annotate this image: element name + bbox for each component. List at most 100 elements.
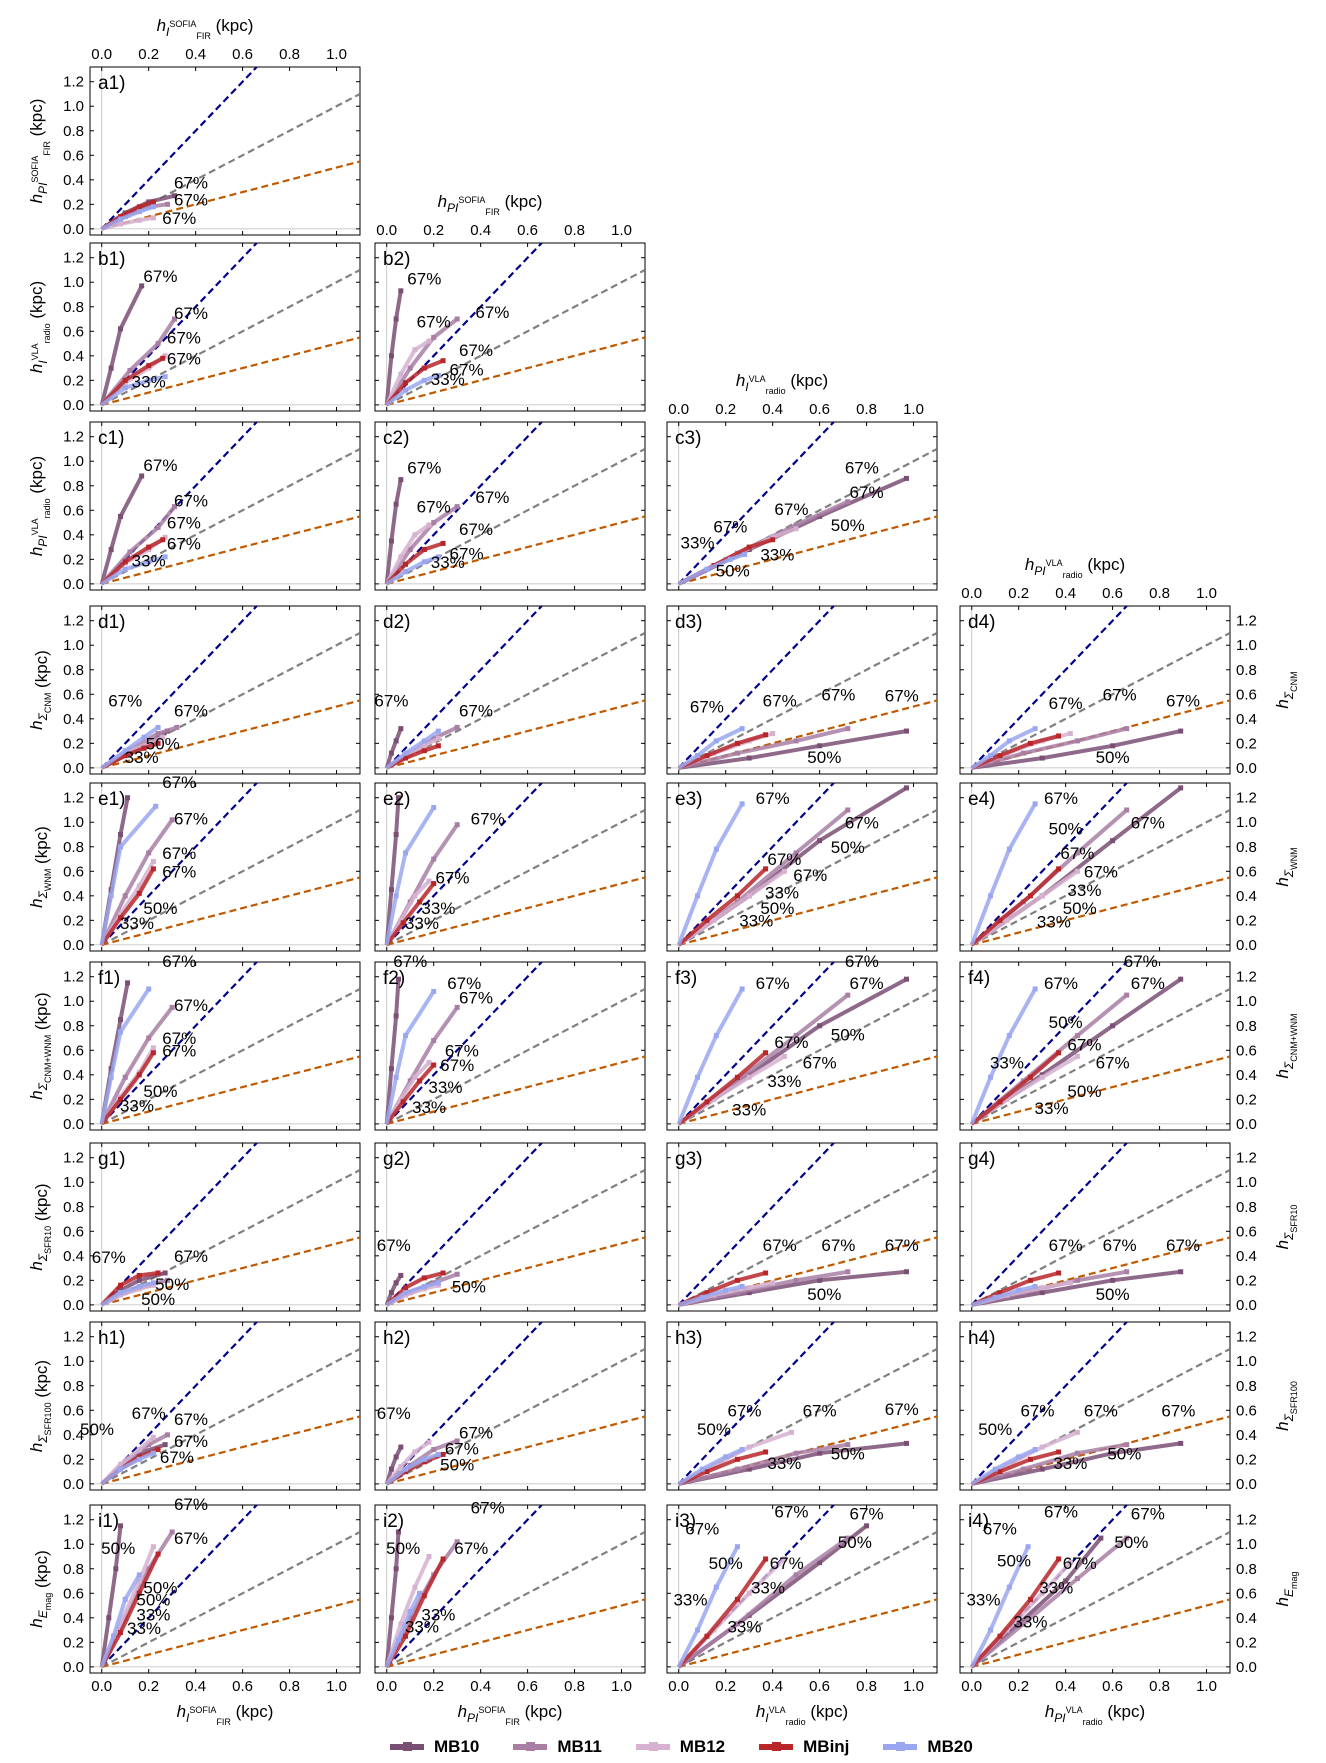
panel-f1: 67%67%67%67%50%33%f1)0.00.20.40.60.81.01… bbox=[27, 952, 361, 1133]
percent-annotation: 67% bbox=[1166, 1236, 1200, 1255]
y-axis-label: hIVLAradio (kpc) bbox=[27, 281, 52, 373]
data-point-MB12 bbox=[398, 1464, 404, 1470]
data-point-MB11 bbox=[454, 1438, 460, 1444]
data-point-MB20 bbox=[723, 1287, 729, 1293]
data-point-MB11 bbox=[172, 316, 178, 322]
y-tick-label: 0.4 bbox=[1236, 1427, 1257, 1444]
data-point-MB12 bbox=[1039, 893, 1045, 899]
panel-frame bbox=[666, 421, 938, 591]
data-point-MB10 bbox=[903, 1440, 909, 1446]
percent-annotation: 67% bbox=[774, 500, 808, 519]
data-point-MB11 bbox=[146, 1566, 152, 1572]
data-point-MBinj bbox=[146, 544, 152, 550]
data-point-MB12 bbox=[711, 1096, 717, 1102]
y-tick-label: 0.4 bbox=[63, 527, 84, 544]
data-point-MBinj bbox=[997, 1469, 1003, 1475]
data-point-MBinj bbox=[1056, 1556, 1062, 1562]
y-axis-label-text: hEmag (kpc) bbox=[27, 1550, 53, 1628]
y-axis-label: hΣCNM+WNM (kpc) bbox=[27, 992, 53, 1099]
y-tick-label: 0.2 bbox=[63, 1272, 84, 1289]
data-point-MB12 bbox=[412, 1584, 418, 1590]
data-point-MB20 bbox=[136, 1283, 142, 1289]
y-tick-label: 0.4 bbox=[1236, 1067, 1257, 1084]
series-line-MB10 bbox=[678, 729, 907, 770]
y-tick-label: 0.2 bbox=[63, 551, 84, 568]
data-point-MBinj bbox=[763, 732, 769, 738]
data-point-MB20 bbox=[992, 1466, 998, 1472]
data-point-MB20 bbox=[155, 724, 161, 730]
percent-annotation: 67% bbox=[770, 1554, 804, 1573]
series-line-MBinj bbox=[100, 537, 164, 586]
series-line-MB20 bbox=[100, 554, 166, 586]
y-tick-label: 0.6 bbox=[63, 1223, 84, 1240]
data-point-MB20 bbox=[1006, 846, 1012, 852]
data-point-MBinj bbox=[746, 544, 752, 550]
y-tick-label: 1.2 bbox=[63, 1150, 84, 1167]
series-line-MB20 bbox=[99, 987, 151, 1125]
data-point-MBinj bbox=[136, 204, 142, 210]
series-line-MBinj bbox=[970, 867, 1060, 947]
percent-annotation: 67% bbox=[143, 456, 177, 475]
reference-line-ref_2to1 bbox=[678, 1055, 937, 1125]
data-point-MBinj bbox=[997, 1290, 1003, 1296]
percent-annotation: 67% bbox=[845, 813, 879, 832]
reference-line-ref_1to1 bbox=[971, 1169, 1230, 1306]
percent-annotation: 33% bbox=[739, 911, 773, 930]
percent-annotation: 33% bbox=[132, 552, 166, 571]
percent-annotation: 50% bbox=[709, 1554, 743, 1573]
percent-annotation: 50% bbox=[386, 1539, 420, 1558]
y-axis-label-right-text: hΣCNM+WNM bbox=[1273, 1014, 1299, 1079]
percent-annotation: 50% bbox=[440, 1455, 474, 1474]
y-tick-label: 1.2 bbox=[1236, 1150, 1257, 1167]
data-point-MBinj bbox=[160, 355, 166, 361]
y-tick-label: 0.8 bbox=[1236, 1378, 1257, 1395]
percent-annotation: 50% bbox=[760, 899, 794, 918]
data-point-MB11 bbox=[1020, 1466, 1026, 1472]
panel-label: e1) bbox=[98, 789, 125, 810]
data-point-MB10 bbox=[1063, 1578, 1069, 1584]
data-point-MBinj bbox=[1027, 1074, 1033, 1080]
percent-annotation: 33% bbox=[767, 1072, 801, 1091]
percent-annotation: 67% bbox=[417, 313, 451, 332]
data-point-MBinj bbox=[118, 1282, 124, 1288]
percent-annotation: 67% bbox=[983, 1519, 1017, 1538]
data-point-MB12 bbox=[746, 1074, 752, 1080]
data-point-MB12 bbox=[426, 338, 432, 344]
data-point-MBinj bbox=[704, 917, 710, 923]
data-point-MB11 bbox=[407, 1615, 413, 1621]
reference-line-ref_2to1 bbox=[971, 1598, 1230, 1668]
percent-annotation: 50% bbox=[978, 1420, 1012, 1439]
y-tick-label: 1.2 bbox=[63, 1329, 84, 1346]
data-point-MBinj bbox=[417, 1078, 423, 1084]
percent-annotation: 33% bbox=[421, 899, 455, 918]
y-tick-label: 0.8 bbox=[1236, 839, 1257, 856]
y-axis-label-text: hΣCNM+WNM (kpc) bbox=[27, 992, 53, 1099]
reference-line-ref_1to1 bbox=[678, 1169, 937, 1306]
data-point-MB12 bbox=[1074, 1053, 1080, 1059]
data-point-MB20 bbox=[118, 1466, 124, 1472]
data-point-MB20 bbox=[992, 1295, 998, 1301]
data-point-MBinj bbox=[421, 1593, 427, 1599]
series-line-MB20 bbox=[969, 988, 1037, 1125]
percent-annotation: 67% bbox=[885, 1236, 919, 1255]
data-point-MB10 bbox=[118, 1017, 124, 1023]
data-point-MBinj bbox=[734, 1596, 740, 1602]
y-axis-label: hΣSFR100 (kpc) bbox=[27, 1360, 53, 1452]
data-point-MB10 bbox=[395, 1529, 401, 1535]
data-point-MB11 bbox=[454, 1271, 460, 1277]
percent-annotation: 50% bbox=[1114, 1533, 1148, 1552]
data-point-MB10 bbox=[817, 1560, 823, 1566]
series-line-MB10 bbox=[384, 1274, 403, 1306]
data-point-MB10 bbox=[108, 365, 114, 371]
data-point-MB20 bbox=[393, 1074, 399, 1080]
data-point-MBinj bbox=[704, 753, 710, 759]
panel-plot-area bbox=[384, 962, 645, 1126]
data-point-MBinj bbox=[1027, 740, 1033, 746]
panel-plot-area bbox=[676, 1505, 937, 1669]
x-tick-label: 0.6 bbox=[809, 401, 830, 418]
data-point-MB20 bbox=[146, 559, 152, 565]
data-point-MB12 bbox=[412, 532, 418, 538]
percent-annotation: 50% bbox=[831, 1444, 865, 1463]
percent-annotation: 33% bbox=[673, 1591, 707, 1610]
